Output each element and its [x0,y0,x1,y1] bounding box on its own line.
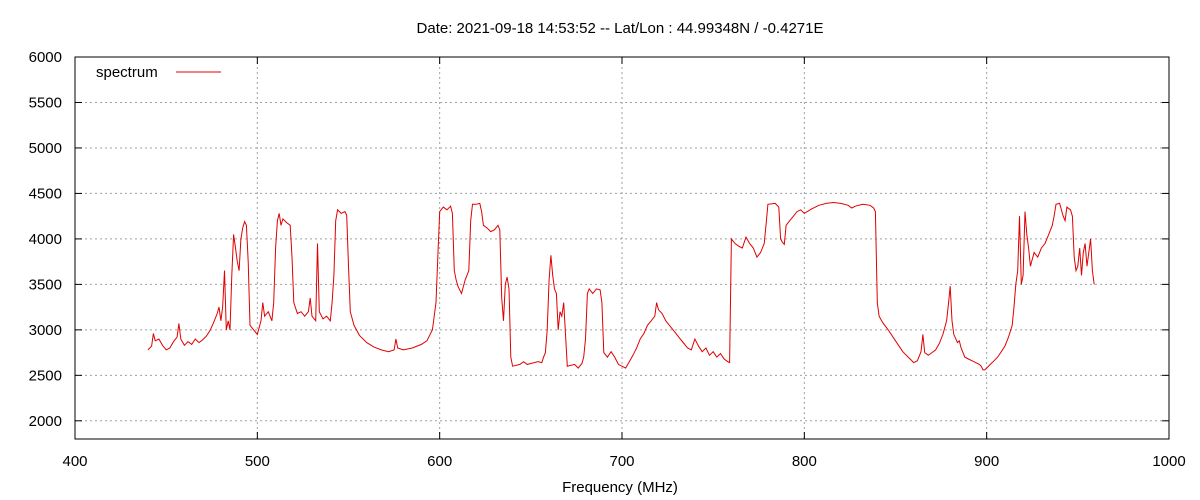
y-tick-label: 6000 [29,49,62,66]
y-tick-label: 3500 [29,276,62,293]
legend: spectrum [96,64,221,81]
y-tick-label: 5000 [29,140,62,157]
x-tick-label: 1000 [1152,453,1185,470]
y-tick-label: 5500 [29,94,62,111]
plot-frame [74,56,1170,440]
x-tick-label: 700 [609,453,634,470]
y-tick-label: 2500 [29,367,62,384]
grid-lines [74,56,1170,439]
x-tick-label: 900 [974,453,999,470]
x-tick-label: 400 [62,453,87,470]
x-tick-labels: 400 500 600 700 800 900 1000 [62,453,1185,470]
series-line-spectrum [147,201,1095,371]
y-tick-label: 4000 [29,231,62,248]
chart-title: Date: 2021-09-18 14:53:52 -- Lat/Lon : 4… [417,20,824,37]
y-tick-label: 4500 [29,185,62,202]
y-tick-label: 2000 [29,413,62,430]
x-axis-label: Frequency (MHz) [562,479,678,496]
x-tick-label: 800 [792,453,817,470]
x-tick-label: 600 [427,453,452,470]
y-tick-label: 3000 [29,322,62,339]
x-tick-label: 500 [245,453,270,470]
legend-label-spectrum: spectrum [96,64,158,81]
y-tick-labels: 2000 2500 3000 3500 4000 4500 5000 5500 6000 [29,49,62,430]
